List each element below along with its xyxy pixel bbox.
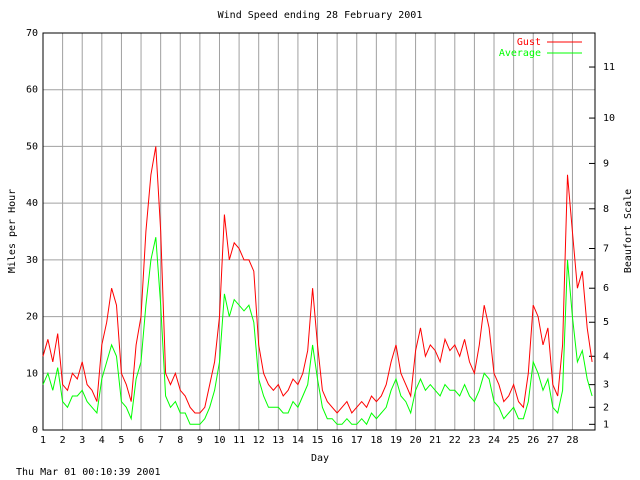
y-tick-label: 70 xyxy=(26,28,38,39)
x-tick-label: 12 xyxy=(253,435,265,446)
y-axis-label: Miles per Hour xyxy=(7,189,18,273)
x-tick-label: 22 xyxy=(449,435,461,446)
x-tick-label: 3 xyxy=(79,435,85,446)
x-tick-label: 17 xyxy=(351,435,363,446)
y2-tick-label: 9 xyxy=(603,158,609,169)
chart-title: Wind Speed ending 28 February 2001 xyxy=(218,10,423,21)
x-tick-label: 14 xyxy=(292,435,304,446)
x-tick-label: 5 xyxy=(118,435,124,446)
y2-axis-label: Beaufort Scale xyxy=(623,189,634,273)
x-axis-label: Day xyxy=(311,453,329,464)
x-tick-label: 19 xyxy=(390,435,402,446)
x-tick-label: 9 xyxy=(197,435,203,446)
plot-frame xyxy=(42,32,596,431)
x-tick-label: 6 xyxy=(138,435,144,446)
y-tick-label: 60 xyxy=(26,85,38,96)
x-tick-label: 16 xyxy=(331,435,343,446)
x-tick-label: 23 xyxy=(468,435,480,446)
y2-tick-label: 10 xyxy=(603,113,615,124)
series-line xyxy=(42,237,593,426)
x-tick-label: 18 xyxy=(370,435,382,446)
x-tick-label: 1 xyxy=(40,435,46,446)
y2-tick-label: 11 xyxy=(603,62,615,73)
y2-tick-label: 2 xyxy=(603,402,609,413)
y-tick-label: 40 xyxy=(26,198,38,209)
y2-tick-label: 1 xyxy=(603,419,609,430)
y-tick-label: 10 xyxy=(26,368,38,379)
x-tick-label: 11 xyxy=(233,435,245,446)
y2-tick-label: 7 xyxy=(603,244,609,255)
x-tick-label: 2 xyxy=(60,435,66,446)
x-tick-label: 20 xyxy=(410,435,422,446)
legend-label: Average xyxy=(499,48,541,59)
x-tick-label: 15 xyxy=(312,435,324,446)
footer: Thu Mar 01 00:10:39 2001 xyxy=(16,467,161,478)
y-tick-label: 50 xyxy=(26,141,38,152)
y2-tick-label: 3 xyxy=(603,380,609,391)
x-tick-label: 8 xyxy=(177,435,183,446)
x-tick-label: 21 xyxy=(429,435,441,446)
y-tick-label: 30 xyxy=(26,255,38,266)
series-line xyxy=(42,146,593,414)
legend-label: Gust xyxy=(517,37,541,48)
y2-tick-label: 5 xyxy=(603,317,609,328)
y2-tick-label: 6 xyxy=(603,283,609,294)
x-tick-label: 25 xyxy=(508,435,520,446)
x-tick-label: 26 xyxy=(527,435,539,446)
x-tick-label: 4 xyxy=(99,435,105,446)
y-tick-label: 20 xyxy=(26,312,38,323)
y2-tick-label: 8 xyxy=(603,204,609,215)
x-tick-label: 10 xyxy=(213,435,225,446)
y2-tick-label: 4 xyxy=(603,351,609,362)
x-tick-label: 28 xyxy=(566,435,578,446)
x-tick-label: 27 xyxy=(547,435,559,446)
y-tick-label: 0 xyxy=(32,425,38,436)
x-tick-label: 13 xyxy=(272,435,284,446)
x-tick-label: 7 xyxy=(158,435,164,446)
x-tick-label: 24 xyxy=(488,435,500,446)
